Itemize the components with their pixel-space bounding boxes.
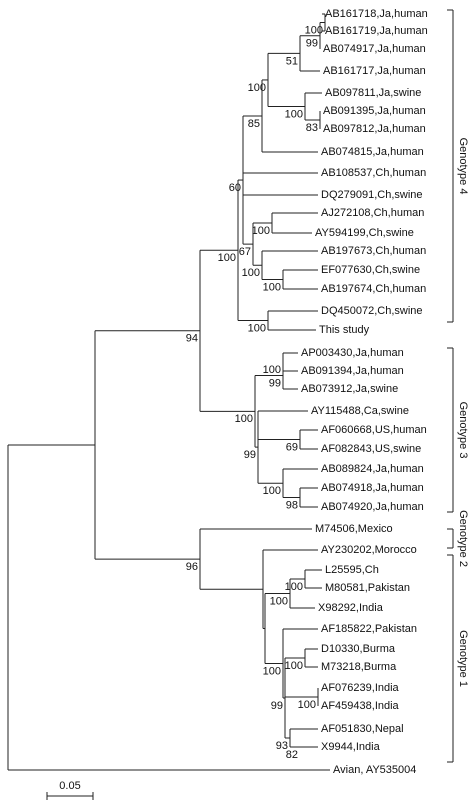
bootstrap-value: 85 <box>248 118 260 130</box>
leaf-label: X9944,India <box>321 741 381 753</box>
leaf-label: L25595,Ch <box>325 564 379 576</box>
bootstrap-value: 60 <box>229 182 241 194</box>
bootstrap-value: 100 <box>263 364 281 376</box>
bootstrap-value: 98 <box>286 499 298 511</box>
bootstrap-value: 100 <box>298 699 316 711</box>
bootstrap-value: 100 <box>285 581 303 593</box>
leaf-label: AY230202,Morocco <box>321 544 417 556</box>
bootstrap-value: 100 <box>248 82 266 94</box>
leaf-label: AB091395,Ja,human <box>323 105 426 117</box>
leaf-label: AP003430,Ja,human <box>301 347 404 359</box>
leaf-label: AY115488,Ca,swine <box>311 405 409 417</box>
bootstrap-value: 99 <box>244 449 256 461</box>
leaf-label: AB161719,Ja,human <box>325 25 428 37</box>
leaf-label: DQ450072,Ch,swine <box>321 305 423 317</box>
leaf-label: AF076239,India <box>321 682 400 694</box>
leaf-label: AF459438,India <box>321 700 400 712</box>
genotype-label: Genotype 1 <box>457 630 469 687</box>
bootstrap-value: 99 <box>271 700 283 712</box>
bootstrap-value: 100 <box>263 485 281 497</box>
bootstrap-value: 69 <box>286 441 298 453</box>
bootstrap-value: 100 <box>285 660 303 672</box>
leaf-label: AB197674,Ch,human <box>321 283 426 295</box>
leaf-label: AF060668,US,human <box>321 424 427 436</box>
bootstrap-value: 100 <box>305 24 323 36</box>
bootstrap-value: 83 <box>306 122 318 134</box>
bootstrap-value: 100 <box>218 252 236 264</box>
leaf-label: AF051830,Nepal <box>321 723 404 735</box>
genotype-label: Genotype 3 <box>457 402 469 459</box>
bootstrap-value: 100 <box>263 665 281 677</box>
bootstrap-value: 100 <box>242 267 260 279</box>
bootstrap-value: 51 <box>286 55 298 67</box>
leaf-label: AB073912,Ja,swine <box>301 383 398 395</box>
bootstrap-value: 67 <box>239 246 251 258</box>
leaf-label: AB074815,Ja,human <box>321 146 424 158</box>
bootstrap-value: 94 <box>186 333 198 345</box>
leaf-label: This study <box>319 324 370 336</box>
genotype-label: Genotype 2 <box>457 510 469 567</box>
leaf-label: X98292,India <box>318 602 384 614</box>
bootstrap-value: 99 <box>269 377 281 389</box>
leaf-label: AF185822,Pakistan <box>321 623 417 635</box>
leaf-label: AB161717,Ja,human <box>323 65 426 77</box>
bootstrap-value: 100 <box>270 595 288 607</box>
leaf-label: AB197673,Ch,human <box>321 245 426 257</box>
leaf-label: AY594199,Ch,swine <box>315 227 414 239</box>
bootstrap-value: 100 <box>263 281 281 293</box>
bootstrap-value: 96 <box>186 561 198 573</box>
leaf-label: M73218,Burma <box>321 661 397 673</box>
leaf-label: AB074918,Ja,human <box>321 482 424 494</box>
leaf-label: M74506,Mexico <box>315 523 393 535</box>
genotype-label: Genotype 4 <box>457 138 469 195</box>
leaf-label: AB097811,Ja,swine <box>325 87 421 99</box>
leaf-label: AB097812,Ja,human <box>323 123 426 135</box>
leaf-label: AB089824,Ja,human <box>321 463 424 475</box>
leaf-label: EF077630,Ch,swine <box>321 264 420 276</box>
bootstrap-value: 93 <box>276 740 288 752</box>
leaf-label: AB074917,Ja,human <box>323 43 426 55</box>
leaf-label: D10330,Burma <box>321 643 396 655</box>
bootstrap-value: 100 <box>285 108 303 120</box>
leaf-label: AB091394,Ja,human <box>301 365 404 377</box>
leaf-label: AB161718,Ja,human <box>325 8 428 20</box>
bootstrap-value: 99 <box>306 38 318 50</box>
leaf-label: Avian, AY535004 <box>333 764 416 776</box>
scale-label: 0.05 <box>59 780 80 792</box>
leaf-label: M80581,Pakistan <box>325 582 410 594</box>
bootstrap-value: 82 <box>286 749 298 761</box>
bootstrap-value: 100 <box>235 413 253 425</box>
bootstrap-value: 100 <box>252 225 270 237</box>
leaf-label: AB108537,Ch,human <box>321 167 426 179</box>
leaf-label: AF082843,US,swine <box>321 443 421 455</box>
leaf-label: AJ272108,Ch,human <box>321 207 424 219</box>
leaf-label: AB074920,Ja,human <box>321 501 424 513</box>
bootstrap-value: 100 <box>248 322 266 334</box>
leaf-label: DQ279091,Ch,swine <box>321 189 423 201</box>
